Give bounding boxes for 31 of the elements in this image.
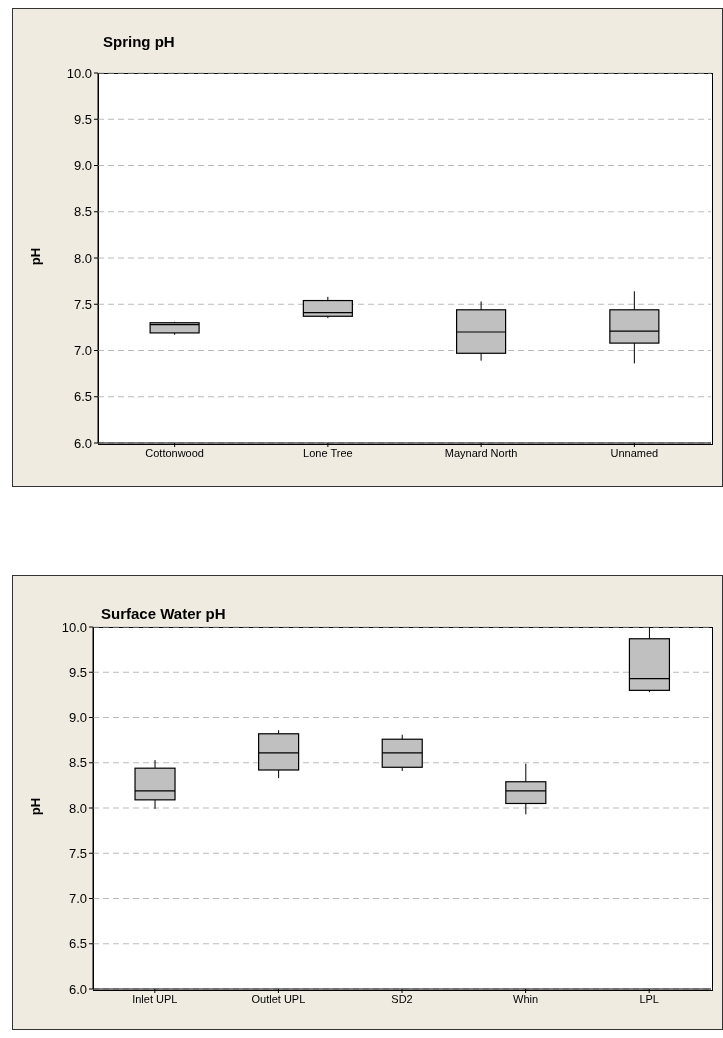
- x-tick-label: SD2: [391, 992, 413, 1005]
- x-tick-label: Maynard North: [444, 446, 518, 459]
- x-tick-label: LPL: [639, 992, 659, 1005]
- y-tick-label: 7.0: [68, 891, 87, 907]
- x-tick-label: Cottonwood: [145, 446, 204, 459]
- y-tick-label: 6.0: [73, 435, 92, 451]
- chart-title: Spring pH: [103, 33, 175, 50]
- y-tick-label: 8.5: [68, 755, 87, 771]
- x-tick-label: Lone Tree: [303, 446, 353, 459]
- y-tick-label: 10.0: [66, 65, 92, 81]
- y-axis-title: pH: [28, 247, 44, 266]
- y-tick-label: 9.5: [68, 664, 87, 680]
- y-tick-label: 6.5: [73, 389, 92, 405]
- y-tick-label: 8.0: [68, 800, 87, 816]
- x-tick-label: Outlet UPL: [251, 992, 306, 1005]
- y-tick-label: 6.5: [68, 936, 87, 952]
- x-tick-label: Inlet UPL: [132, 992, 178, 1005]
- y-tick-label: 7.5: [73, 296, 92, 312]
- chart-title: Surface Water pH: [101, 605, 226, 622]
- y-tick-label: 10.0: [61, 619, 87, 635]
- y-tick-label: 9.0: [68, 710, 87, 726]
- x-tick-label: Unnamed: [610, 446, 659, 459]
- y-tick-label: 9.0: [73, 158, 92, 174]
- y-tick-label: 6.0: [68, 981, 87, 997]
- y-tick-label: 8.5: [73, 204, 92, 220]
- y-tick-label: 7.5: [68, 845, 87, 861]
- x-tick-label: Whin: [513, 992, 539, 1005]
- y-tick-label: 8.0: [73, 250, 92, 266]
- y-tick-label: 9.5: [73, 111, 92, 127]
- y-axis-title: pH: [28, 797, 44, 816]
- y-tick-label: 7.0: [73, 343, 92, 359]
